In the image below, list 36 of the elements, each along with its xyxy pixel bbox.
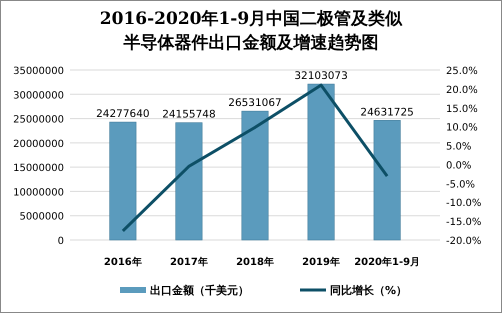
y-tick-label: 10000000	[13, 187, 64, 198]
bar	[175, 122, 202, 240]
x-tick-label: 2017年	[170, 256, 208, 268]
y2-tick-label: 5.0%	[446, 142, 472, 153]
data-label: 26531067	[228, 97, 282, 110]
legend-label: 出口金额（千美元）	[150, 284, 249, 297]
y2-tick-label: -5.0%	[446, 179, 476, 190]
data-label: 24631725	[360, 106, 414, 118]
y2-tick-label: 25.0%	[446, 66, 478, 77]
data-label: 24155748	[162, 108, 216, 121]
data-label: 32103073	[294, 70, 348, 82]
chart-title: 2016-2020年1-9月中国二极管及类似半导体器件出口金额及增速趋势图	[100, 9, 404, 53]
y2-tick-label: -15.0%	[446, 217, 482, 228]
x-tick-label: 2020年1-9月	[354, 256, 420, 268]
bar	[241, 110, 269, 240]
y-tick-label: 5000000	[19, 212, 64, 223]
x-tick-label: 2019年	[302, 256, 340, 268]
bar	[374, 120, 401, 240]
y2-tick-label: -10.0%	[446, 198, 482, 210]
y-tick-label: 30000000	[13, 90, 64, 102]
legend-label: 同比增长（%）	[330, 284, 408, 297]
y-tick-label: 20000000	[13, 138, 64, 150]
bar	[308, 84, 335, 240]
y2-tick-label: 15.0%	[446, 104, 478, 115]
y-tick-label: 0	[58, 236, 64, 247]
y2-tick-label: 20.0%	[446, 84, 478, 96]
y2-tick-label: 10.0%	[446, 122, 478, 134]
x-tick-label: 2016年	[104, 256, 142, 268]
y2-tick-label: 0.0%	[446, 160, 472, 172]
bar	[109, 122, 136, 240]
y-tick-label: 25000000	[13, 114, 64, 126]
y2-tick-label: -20.0%	[446, 236, 482, 247]
y-tick-label: 15000000	[13, 163, 64, 174]
y-tick-label: 35000000	[13, 66, 64, 77]
x-tick-label: 2018年	[236, 256, 274, 268]
data-label: 24277640	[96, 108, 150, 120]
